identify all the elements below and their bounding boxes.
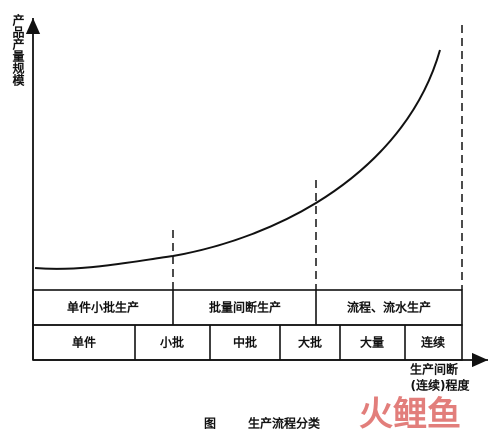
batch-label: 连续	[421, 335, 445, 350]
caption-label: 图	[204, 417, 216, 431]
batch-row	[32, 324, 463, 361]
batch-label: 中批	[233, 335, 257, 350]
batch-label: 小批	[160, 335, 184, 350]
x-axis-label: (连续)程度	[411, 378, 471, 393]
y-axis-label: 产品产量规模	[11, 13, 25, 87]
watermark: 火鲤鱼	[359, 395, 461, 435]
caption-title: 生产流程分类	[248, 416, 321, 431]
stage-label: 单件小批生产	[67, 300, 139, 315]
batch-label: 大量	[360, 335, 384, 350]
stage-label: 批量间断生产	[209, 300, 281, 315]
volume-curve	[34, 49, 441, 270]
x-axis-label: 生产间断	[410, 362, 458, 377]
stage-label: 流程、流水生产	[347, 300, 431, 315]
batch-label: 单件	[72, 335, 96, 350]
batch-label: 大批	[298, 335, 322, 350]
